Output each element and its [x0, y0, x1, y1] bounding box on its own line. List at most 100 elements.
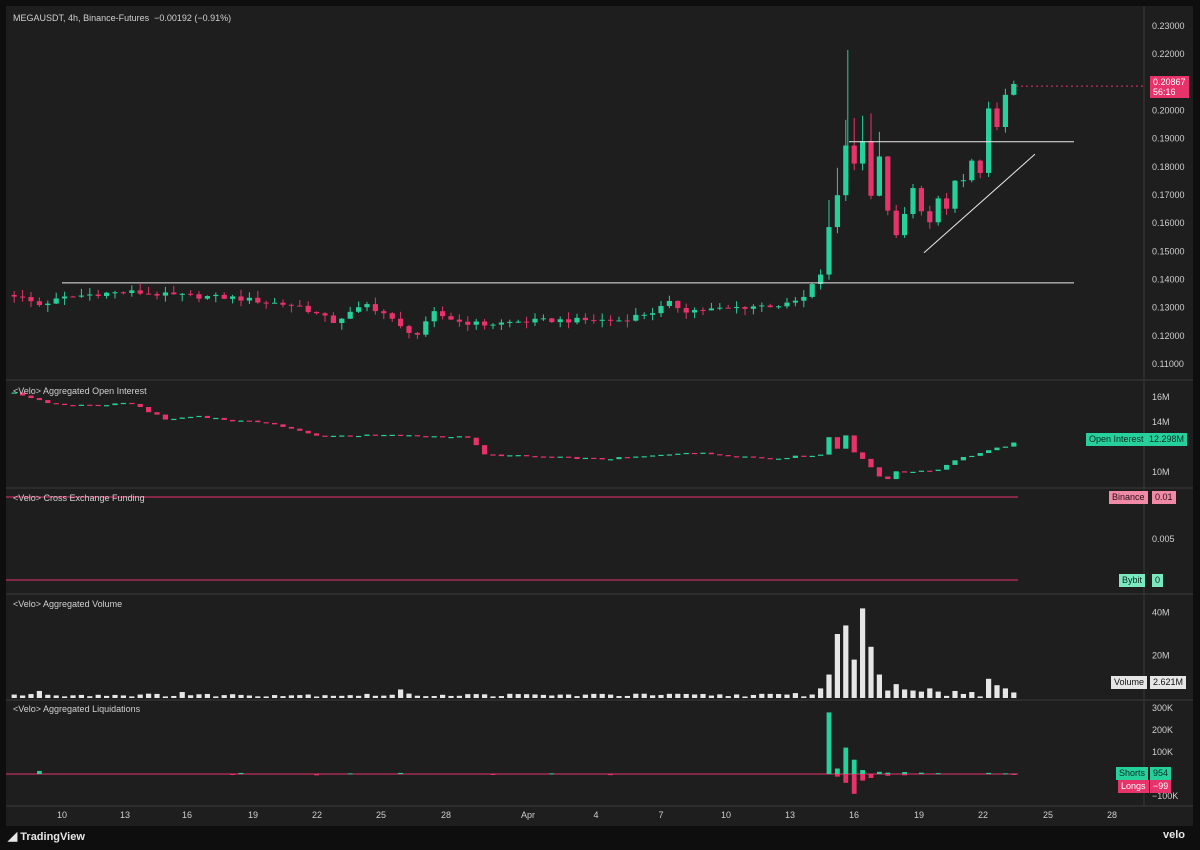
candle-body: [129, 290, 135, 293]
funding-axis-tick: 0.005: [1152, 534, 1175, 544]
candle-body: [179, 293, 185, 295]
tradingview-logo[interactable]: ◢ TradingView: [8, 829, 85, 850]
volume-bar: [154, 693, 160, 698]
volume-bar: [339, 695, 345, 698]
oi-bar: [918, 470, 924, 472]
oi-bar: [776, 458, 782, 460]
tradingview-brand: TradingView: [20, 831, 85, 843]
volume-bar: [171, 695, 177, 698]
volume-bar: [893, 684, 899, 698]
candle-body: [272, 302, 278, 304]
candle-body: [616, 320, 622, 322]
candle-body: [440, 311, 446, 317]
volume-bar: [431, 696, 437, 698]
candle-body: [944, 198, 950, 209]
volume-bar: [675, 693, 681, 698]
time-axis-tick: 4: [593, 810, 598, 820]
longs-liq-bar: [843, 774, 849, 783]
price-axis-tick: 0.22000: [1152, 49, 1185, 59]
volume-bar: [230, 694, 236, 698]
volume-bar: [809, 694, 815, 698]
candle-body: [288, 304, 294, 306]
oi-bar: [843, 435, 849, 449]
volume-bar: [843, 625, 849, 698]
chart-canvas[interactable]: 0.230000.220000.210000.200000.190000.180…: [6, 6, 1193, 826]
volume-bar: [78, 694, 84, 698]
candle-body: [557, 319, 563, 323]
shorts-liq-bar: [549, 773, 555, 775]
volume-bar: [196, 694, 202, 698]
oi-bar: [524, 455, 530, 457]
candle-body: [381, 311, 387, 314]
oi-bar: [288, 426, 294, 429]
volume-bar: [62, 696, 68, 698]
volume-axis-tick: 40M: [1152, 608, 1170, 618]
oi-bar: [851, 435, 857, 453]
candle-body: [154, 293, 160, 296]
oi-bar: [414, 435, 420, 437]
candle-body: [994, 108, 1000, 127]
candle-body: [818, 274, 824, 285]
oi-axis-tick: 14M: [1152, 417, 1170, 427]
symbol-header: MEGAUSDT, 4h, Binance-Futures −0.00192 (…: [13, 13, 232, 23]
candle-body: [507, 321, 513, 323]
candle-body: [188, 293, 194, 295]
oi-bar: [448, 437, 454, 439]
candle-body: [112, 292, 118, 294]
oi-axis-tick: 10M: [1152, 467, 1170, 477]
volume-bar: [641, 693, 647, 698]
volume-bar: [582, 694, 588, 698]
oi-bar: [255, 420, 261, 423]
price-axis-tick: 0.13000: [1152, 303, 1185, 313]
oi-bar: [792, 455, 798, 458]
oi-bar: [759, 457, 765, 459]
candle-body: [406, 326, 412, 333]
candle-body: [666, 300, 672, 306]
candle-body: [465, 321, 471, 325]
chart-frame: 0.230000.220000.210000.200000.190000.180…: [6, 6, 1193, 826]
volume-bar: [146, 693, 152, 698]
candle-body: [860, 141, 866, 164]
candle-body: [717, 307, 723, 309]
longs-liq-bar: [1011, 774, 1017, 775]
candle-body: [490, 324, 496, 326]
time-axis-tick: 7: [658, 810, 663, 820]
volume-bar: [708, 695, 714, 698]
oi-bar: [910, 471, 916, 473]
time-axis-tick: 13: [785, 810, 795, 820]
candle-body: [221, 294, 227, 299]
candle-body: [868, 141, 874, 196]
candle-body: [11, 294, 17, 297]
oi-value-badge: 12.298M: [1146, 433, 1188, 446]
candle-body: [322, 313, 328, 316]
volume-bar: [45, 694, 51, 698]
last-price-badge: 0.20867 56:16: [1150, 76, 1189, 98]
volume-bar: [305, 694, 311, 698]
shorts-liq-bar: [826, 712, 832, 774]
oi-bar: [700, 452, 706, 454]
price-axis-tick: 0.20000: [1152, 106, 1185, 116]
candle-body: [45, 303, 51, 306]
oi-bar: [658, 454, 664, 457]
oi-bar: [406, 435, 412, 437]
oi-bar: [11, 392, 17, 394]
oi-bar: [641, 456, 647, 458]
candle-body: [280, 302, 286, 305]
candle-body: [356, 307, 362, 312]
oi-axis-tick: 16M: [1152, 392, 1170, 402]
candle-body: [683, 308, 689, 313]
candle-body: [591, 320, 597, 322]
oi-bar: [381, 434, 387, 437]
price-axis-tick: 0.19000: [1152, 134, 1185, 144]
oi-bar: [440, 436, 446, 438]
price-axis-tick: 0.15000: [1152, 246, 1185, 256]
candle-body: [675, 300, 681, 309]
candle-body: [834, 195, 840, 228]
candle-body: [935, 198, 941, 223]
candle-body: [305, 305, 311, 313]
candle-body: [851, 145, 857, 164]
oi-bar: [608, 459, 614, 461]
oi-bar: [532, 456, 538, 458]
oi-bar: [885, 476, 891, 480]
oi-bar: [675, 453, 681, 455]
